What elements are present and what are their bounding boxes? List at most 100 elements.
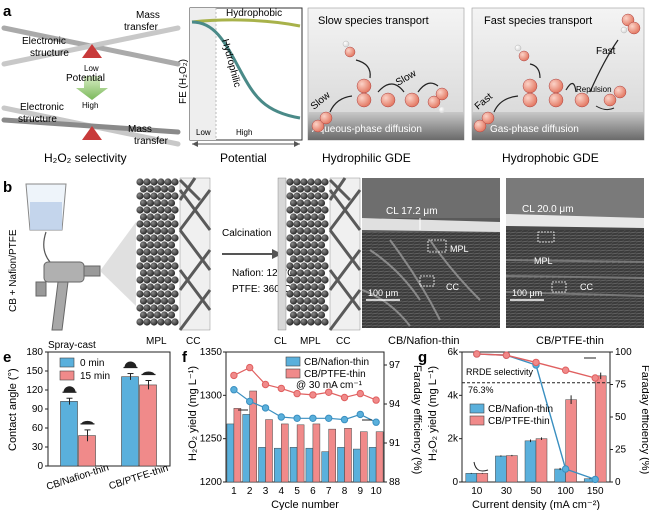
seesaw-bottom-left-2: structure bbox=[18, 114, 57, 125]
carbon-particle bbox=[300, 206, 308, 214]
carbon-particle bbox=[139, 241, 148, 249]
carbon-particle bbox=[303, 213, 312, 221]
legend-label: CB/Nafion-thin bbox=[488, 404, 553, 415]
carbon-particle bbox=[310, 283, 319, 291]
x-axis-label: Cycle number bbox=[271, 499, 339, 510]
carbon-particle bbox=[296, 185, 305, 193]
fe-point bbox=[293, 414, 301, 422]
carbon-particle bbox=[157, 206, 165, 214]
carbon-particle bbox=[136, 290, 144, 298]
carbon-particle bbox=[153, 255, 162, 263]
carbon-particle bbox=[150, 192, 158, 200]
y-tick-label: 60 bbox=[32, 423, 44, 434]
y-tick-label: 1300 bbox=[200, 390, 223, 401]
carbon-particle bbox=[160, 199, 169, 207]
plot-frame bbox=[225, 351, 385, 483]
carbon-particle bbox=[289, 213, 298, 221]
carbon-particle bbox=[157, 304, 165, 312]
carbon-particle bbox=[146, 269, 155, 277]
bar bbox=[344, 428, 352, 483]
scale-d: 100 μm bbox=[512, 288, 542, 298]
carbon-particle bbox=[300, 262, 308, 270]
carbon-particle bbox=[150, 262, 158, 270]
carbon-particle bbox=[286, 178, 294, 186]
low-label: Low bbox=[84, 64, 99, 73]
carbon-particle bbox=[164, 234, 172, 242]
cl-label-2: CL bbox=[274, 336, 287, 347]
reference-value: 76.3% bbox=[468, 385, 494, 395]
carbon-particle bbox=[164, 220, 172, 228]
carbon-particle bbox=[153, 283, 162, 291]
bar bbox=[506, 455, 518, 483]
bar bbox=[353, 448, 361, 483]
carbon-particle bbox=[289, 241, 298, 249]
seesaw-bottom-right-1: Mass bbox=[128, 124, 152, 135]
seesaw-top: Electronic structure Mass transfer Low bbox=[1, 10, 181, 73]
carbon-particle bbox=[317, 311, 326, 319]
y2-tick-label: 100 bbox=[615, 347, 632, 358]
bar bbox=[226, 423, 235, 483]
y-tick-label: 1200 bbox=[200, 477, 223, 488]
fe-point bbox=[309, 414, 317, 422]
carbon-particle bbox=[171, 234, 179, 242]
x-tick-label: CB/Nafion-thin bbox=[45, 462, 110, 493]
fe-point bbox=[293, 389, 301, 398]
x-tick-label: 4 bbox=[279, 486, 285, 497]
carbon-particle bbox=[171, 304, 179, 312]
bar bbox=[495, 455, 507, 483]
fe-point bbox=[591, 475, 599, 484]
carbon-particle bbox=[303, 199, 312, 207]
ptfe-temp: PTFE: 360°C bbox=[232, 284, 291, 295]
fe-point bbox=[372, 396, 380, 404]
carbon-particle bbox=[164, 248, 172, 256]
x-axis-label: Current density (mA cm⁻²) bbox=[472, 499, 600, 510]
mpl-layer-after bbox=[286, 178, 329, 326]
fe-point bbox=[230, 371, 238, 380]
carbon-particle bbox=[167, 199, 176, 207]
nafion-temp: Nafion: 120°C bbox=[232, 268, 294, 279]
fe-point bbox=[309, 391, 317, 399]
legend-swatch bbox=[59, 370, 75, 381]
caption-c: CB/Nafion-thin bbox=[388, 335, 460, 347]
carbon-particle bbox=[286, 304, 294, 312]
carbon-particle bbox=[310, 311, 319, 319]
carbon-particle bbox=[164, 304, 172, 312]
carbon-particle bbox=[157, 178, 165, 186]
carbon-particle bbox=[160, 185, 169, 193]
carbon-particle bbox=[314, 304, 322, 312]
slow-title: Slow species transport bbox=[318, 15, 429, 27]
carbon-particle bbox=[303, 283, 312, 291]
carbon-particle bbox=[160, 255, 169, 263]
carbon-particle bbox=[289, 255, 298, 263]
carbon-particle bbox=[171, 178, 179, 186]
fe-point bbox=[246, 397, 254, 406]
carbon-particle bbox=[139, 199, 148, 207]
carbon-particle bbox=[321, 318, 329, 326]
carbon-particle bbox=[150, 276, 158, 284]
carbon-particle bbox=[157, 290, 165, 298]
x-tick-label: 9 bbox=[358, 486, 364, 497]
y2-tick-label: 91 bbox=[389, 438, 401, 449]
carbon-particle bbox=[150, 290, 158, 298]
carbon-particle bbox=[136, 178, 144, 186]
fe-point bbox=[325, 414, 333, 422]
x-tick-label: 6 bbox=[310, 486, 316, 497]
fe-line bbox=[233, 389, 377, 423]
cc-layer bbox=[178, 177, 212, 331]
legend-label: 0 min bbox=[80, 358, 104, 369]
cl-thickness-d: CL 20.0 μm bbox=[522, 204, 574, 215]
carbon-particle bbox=[164, 262, 172, 270]
carbon-particle bbox=[160, 311, 169, 319]
carbon-particle bbox=[321, 192, 329, 200]
y-axis-label: H₂O₂ yield (mg L⁻¹) bbox=[427, 366, 439, 461]
carbon-particle bbox=[146, 199, 155, 207]
carbon-particle bbox=[171, 206, 179, 214]
y2-tick-label: 25 bbox=[615, 445, 627, 456]
carbon-particle bbox=[303, 297, 312, 305]
bar bbox=[274, 447, 282, 483]
y-axis-label: Contact angle (°) bbox=[7, 368, 19, 451]
y-axis-label: H₂O₂ yield (mg L⁻¹) bbox=[187, 366, 199, 461]
carbon-particle bbox=[314, 276, 322, 284]
carbon-particle bbox=[310, 241, 319, 249]
potential-arrow bbox=[76, 76, 108, 100]
